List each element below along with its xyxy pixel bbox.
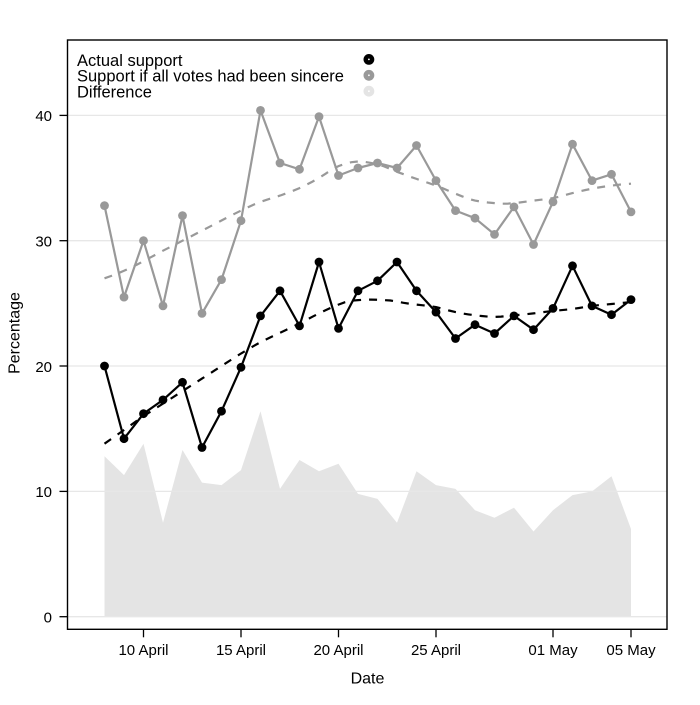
svg-text:01 May: 01 May xyxy=(528,642,578,659)
svg-text:Date: Date xyxy=(351,671,385,688)
svg-text:10 April: 10 April xyxy=(118,642,168,659)
svg-text:10: 10 xyxy=(35,484,52,501)
svg-text:15 April: 15 April xyxy=(216,642,266,659)
svg-text:Actual support: Actual support xyxy=(77,52,183,70)
svg-text:0: 0 xyxy=(44,610,52,627)
svg-text:20 April: 20 April xyxy=(313,642,363,659)
svg-text:05 May: 05 May xyxy=(606,642,656,659)
svg-text:40: 40 xyxy=(35,108,52,125)
svg-text:20: 20 xyxy=(35,359,52,376)
svg-text:Support if all votes had been: Support if all votes had been sincere xyxy=(77,68,344,86)
svg-text:Difference: Difference xyxy=(77,84,152,102)
svg-text:25 April: 25 April xyxy=(411,642,461,659)
svg-text:Percentage: Percentage xyxy=(7,292,24,374)
svg-text:30: 30 xyxy=(35,234,52,251)
